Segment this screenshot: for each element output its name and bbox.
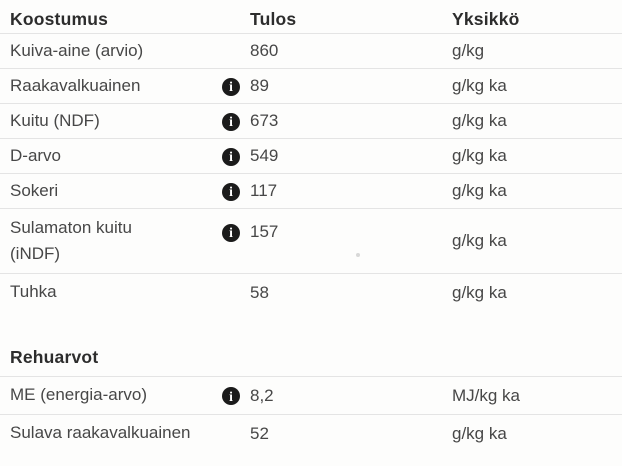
table-row-d-arvo: D-arvo i 549 g/kg ka [0,138,622,173]
info-icon[interactable]: i [222,147,240,166]
row-label: Sokeri [10,180,59,200]
table-row-sokeri: Sokeri i 117 g/kg ka [0,173,622,208]
feed-analysis-table: Koostumus Tulos Yksikkö Kuiva-aine (arvi… [0,6,622,452]
row-value: 549 [250,146,279,166]
row-value: 89 [250,76,269,96]
feed-values-section: Rehuarvot ME (energia-arvo) i 8,2 MJ/kg … [0,347,622,452]
row-unit: g/kg ka [452,146,507,166]
column-header-result: Tulos [250,9,297,30]
composition-section: Koostumus Tulos Yksikkö Kuiva-aine (arvi… [0,6,622,311]
row-unit: g/kg ka [452,423,507,443]
column-header-unit: Yksikkö [452,9,520,30]
row-value: 52 [250,423,269,443]
table-row-sulamaton-kuitu: Sulamaton kuitu (iNDF) i 157 g/kg ka [0,208,622,273]
row-label: Kuiva-aine (arvio) [10,40,144,60]
row-value: 8,2 [250,385,274,405]
table-row-raakavalkuainen: Raakavalkuainen i 89 g/kg ka [0,68,622,103]
row-unit: g/kg ka [452,282,507,302]
row-label: Sulamaton kuitu (iNDF) [10,217,132,264]
info-icon[interactable]: i [222,112,240,131]
row-unit: g/kg ka [452,76,507,96]
section-title-feed-values: Rehuarvot [10,347,99,368]
info-icon[interactable]: i [222,182,240,201]
row-unit: g/kg ka [452,231,507,251]
row-unit: g/kg ka [452,111,507,131]
row-label: Kuitu (NDF) [10,110,100,130]
info-icon[interactable]: i [222,77,240,96]
table-row-kuiva-aine: Kuiva-aine (arvio) 860 g/kg [0,33,622,68]
row-label: D-arvo [10,145,62,165]
row-label: Tuhka [10,282,57,302]
row-label: Raakavalkuainen [10,75,141,95]
row-value: 860 [250,41,279,61]
table-row-me-energia: ME (energia-arvo) i 8,2 MJ/kg ka [0,376,622,414]
table-header-row: Koostumus Tulos Yksikkö [0,6,622,33]
table-row-kuitu-ndf: Kuitu (NDF) i 673 g/kg ka [0,103,622,138]
table-row-sulava-raakavalkuainen: Sulava raakavalkuainen 52 g/kg ka [0,414,622,452]
row-value: 157 [250,222,279,242]
row-value: 673 [250,111,279,131]
column-header-composition: Koostumus [10,9,109,29]
row-unit: g/kg ka [452,181,507,201]
row-unit: MJ/kg ka [452,385,521,405]
row-value: 58 [250,282,269,302]
row-value: 117 [250,181,278,201]
info-icon[interactable]: i [222,223,240,242]
row-label: ME (energia-arvo) [10,385,147,405]
row-label: Sulava raakavalkuainen [10,423,191,443]
info-icon[interactable]: i [222,387,240,406]
table-row-tuhka: Tuhka 58 g/kg ka [0,273,622,311]
scan-artifact-dot [356,253,360,257]
row-unit: g/kg [452,41,485,61]
